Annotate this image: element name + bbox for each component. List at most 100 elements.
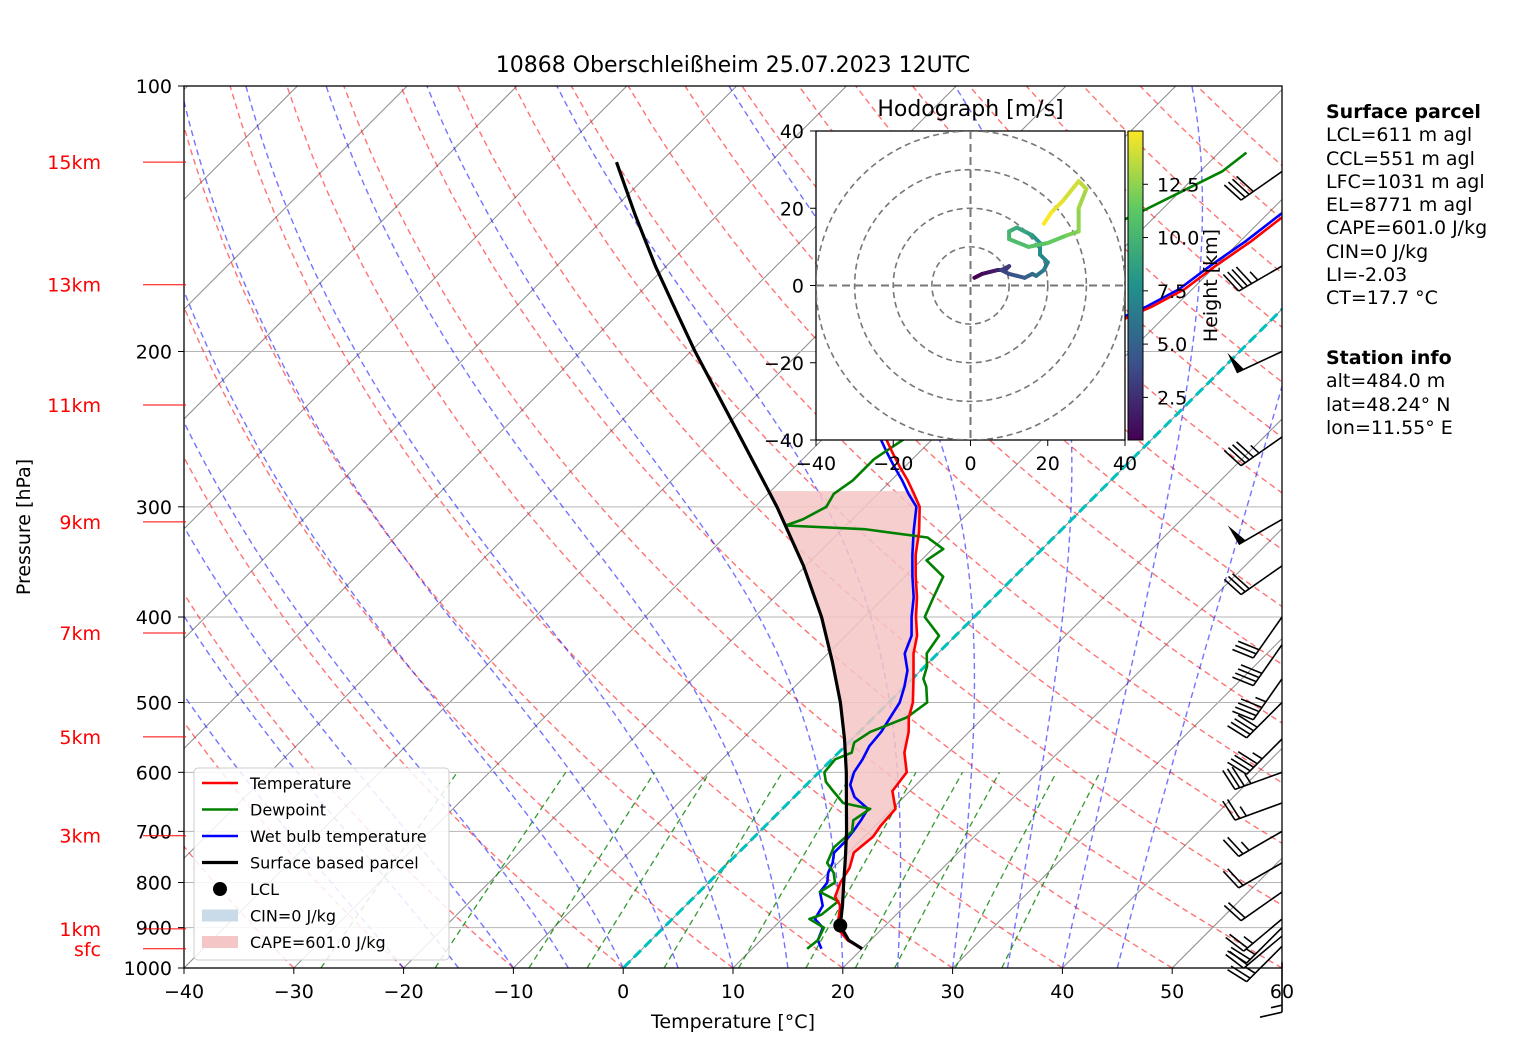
hodograph-x-tick-label: −20: [873, 453, 913, 475]
barb-staff: [1238, 518, 1283, 546]
colorbar-tick-label: 2.5: [1157, 387, 1187, 409]
barb-flag: [1222, 273, 1240, 292]
dry-adiabat-line: [184, 124, 844, 968]
station-info-line: lon=11.55° E: [1326, 416, 1453, 439]
barb-flag: [1229, 933, 1249, 949]
y-tick-label: 600: [136, 762, 172, 784]
barb-flag: [1234, 718, 1255, 732]
wind-barb: [1227, 927, 1283, 964]
height-label: 7km: [59, 623, 101, 645]
height-label: 15km: [47, 152, 101, 174]
mixing-ratio-line: [528, 771, 656, 968]
surface-parcel-line: EL=8771 m agl: [1326, 194, 1473, 217]
surface-parcel-line: CIN=0 J/kg: [1326, 240, 1429, 263]
barb-staff: [1246, 927, 1283, 964]
y-tick-label: 800: [136, 873, 172, 895]
colorbar-tick-label: 7.5: [1157, 281, 1187, 303]
colorbar-tick-label: 5.0: [1157, 334, 1187, 356]
moist-adiabat-line: [1061, 86, 1204, 968]
dry-adiabat-line: [855, 86, 1282, 494]
wind-barb: [1227, 945, 1283, 983]
hodograph-ring: [931, 246, 1010, 325]
barb-flag: [1232, 710, 1254, 721]
x-tick-label: 40: [1050, 981, 1074, 1003]
barb-flag: [1237, 702, 1260, 713]
barb-half: [1270, 1004, 1283, 1009]
height-label: sfc: [74, 939, 101, 961]
barb-flag: [1223, 578, 1242, 596]
wind-barb: [1227, 701, 1283, 739]
wind-barb: [1222, 862, 1283, 889]
chart-title: 10868 Oberschleißheim 25.07.2023 12UTC: [496, 53, 971, 78]
barb-half: [1255, 696, 1267, 703]
barb-flag: [1235, 266, 1253, 285]
hodograph-x-tick-label: 40: [1113, 453, 1137, 475]
legend-label: Temperature: [249, 774, 351, 793]
hodograph-ring: [853, 168, 1088, 403]
barb-flag: [1227, 968, 1248, 983]
barb-pennant: [1227, 525, 1246, 545]
wind-barb: [1223, 891, 1283, 922]
mixing-ratio-line: [434, 771, 567, 968]
dry-adiabat-line: [286, 86, 1063, 968]
hodograph-y-tick-label: 0: [792, 276, 804, 298]
height-label: 5km: [59, 727, 101, 749]
hodograph-y-tick-label: 40: [780, 121, 804, 143]
colorbar-label: Height [km]: [1200, 229, 1222, 342]
barb-flag: [1237, 714, 1258, 728]
isotherm-line: [513, 198, 1282, 968]
wind-barb: [1232, 644, 1283, 687]
station-info-heading: Station info: [1326, 347, 1452, 369]
x-tick-label: −10: [493, 981, 533, 1003]
x-tick-label: −20: [384, 981, 424, 1003]
lcl-marker: [833, 918, 848, 933]
isotherm-line: [184, 86, 737, 640]
hodograph-ring: [892, 207, 1049, 364]
barb-flag: [1227, 902, 1246, 919]
mixing-ratio-line: [663, 771, 783, 968]
wind-barb: [1232, 616, 1283, 659]
barb-staff: [1240, 436, 1283, 467]
barb-flag: [1259, 1011, 1283, 1018]
surface-parcel-line: LFC=1031 m agl: [1326, 170, 1485, 193]
mixing-ratio-line: [1001, 772, 1101, 968]
moist-adiabat-line: [184, 420, 569, 968]
dry-adiabat-line: [456, 86, 1282, 906]
barb-flag: [1231, 573, 1250, 590]
barb-flag: [1227, 761, 1248, 776]
legend-label: CAPE=601.0 J/kg: [250, 933, 386, 952]
hodograph-x-tick-label: 20: [1036, 453, 1060, 475]
barb-staff: [1240, 565, 1283, 596]
barb-flag: [1236, 441, 1254, 458]
wind-barb: [1232, 678, 1283, 721]
surface-parcel-panel: Surface parcel LCL=611 m agl CCL=551 m a…: [1326, 101, 1487, 311]
barb-flag: [1240, 664, 1263, 675]
barb-flag: [1227, 836, 1244, 855]
y-tick-label: 700: [136, 821, 172, 843]
colorbar: [1127, 130, 1144, 441]
barb-staff: [1252, 644, 1283, 687]
barb-flag: [1234, 706, 1257, 717]
barb-flag: [1230, 965, 1251, 979]
mixing-ratio-line: [586, 771, 711, 968]
surface-parcel-line: CCL=551 m agl: [1326, 147, 1475, 170]
barb-flag: [1234, 754, 1255, 768]
hodograph-trace: [1049, 198, 1066, 215]
barb-flag: [1232, 648, 1254, 659]
hodograph-grid: [816, 131, 1125, 440]
hodograph-y-tick-label: −40: [764, 430, 804, 452]
hodograph-trace: [1065, 229, 1081, 238]
barb-flag: [1234, 672, 1257, 683]
surface-parcel-line: CAPE=601.0 J/kg: [1326, 217, 1488, 240]
barb-flag: [1222, 870, 1240, 889]
isotherm-line: [952, 637, 1282, 968]
dry-adiabat-line: [513, 86, 1282, 845]
y-tick-label: 200: [136, 342, 172, 364]
barb-flag: [1223, 904, 1242, 922]
hodograph-trace: [1007, 237, 1031, 249]
height-label: 13km: [47, 275, 101, 297]
hodograph-trace: [1041, 210, 1054, 226]
barb-flag: [1232, 676, 1254, 687]
dry-adiabat-line: [184, 305, 734, 968]
